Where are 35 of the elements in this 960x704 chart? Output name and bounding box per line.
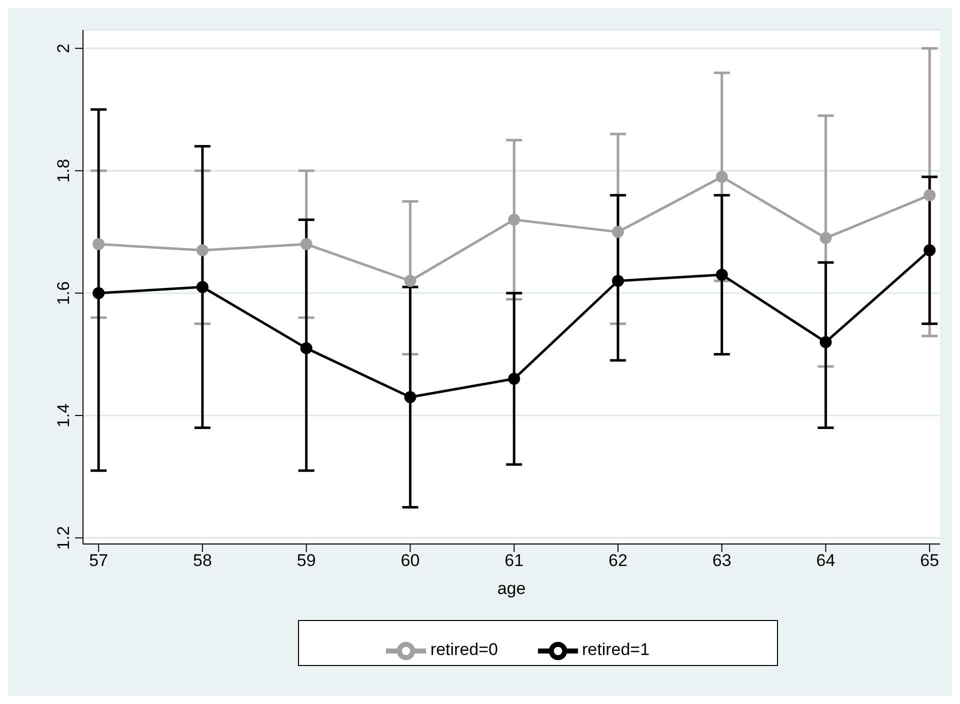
legend-label: retired=1: [582, 640, 650, 660]
x-tick-label: 61: [504, 551, 524, 570]
x-tick-label: 63: [712, 551, 732, 570]
y-tick-label: 1.2: [54, 526, 73, 550]
point: [300, 342, 312, 354]
point: [924, 244, 936, 256]
point: [196, 281, 208, 293]
x-tick-label: 57: [89, 551, 108, 570]
x-tick-label: 64: [816, 551, 836, 570]
point: [612, 274, 624, 287]
point: [924, 189, 936, 202]
y-tick-label: 1.8: [54, 158, 73, 183]
point: [92, 238, 105, 250]
legend-label: retired=0: [430, 640, 498, 660]
point: [196, 244, 208, 256]
point: [92, 287, 105, 300]
point: [508, 372, 520, 385]
x-tick-label: 65: [920, 551, 940, 570]
x-tick-label: 58: [193, 551, 212, 570]
y-tick-label: 1.4: [54, 404, 73, 428]
point: [820, 232, 832, 244]
point: [820, 336, 832, 348]
point: [300, 238, 312, 250]
x-axis-title: age: [497, 579, 526, 598]
point: [716, 268, 728, 281]
y-tick-label: 2: [54, 44, 73, 54]
point: [612, 226, 624, 238]
point: [716, 170, 728, 183]
point: [404, 274, 416, 287]
x-tick-label: 62: [608, 551, 628, 570]
point: [404, 391, 416, 404]
point: [508, 214, 520, 226]
y-tick-label: 1.6: [54, 281, 73, 305]
x-tick-label: 60: [400, 551, 420, 570]
x-tick-label: 59: [296, 551, 316, 570]
